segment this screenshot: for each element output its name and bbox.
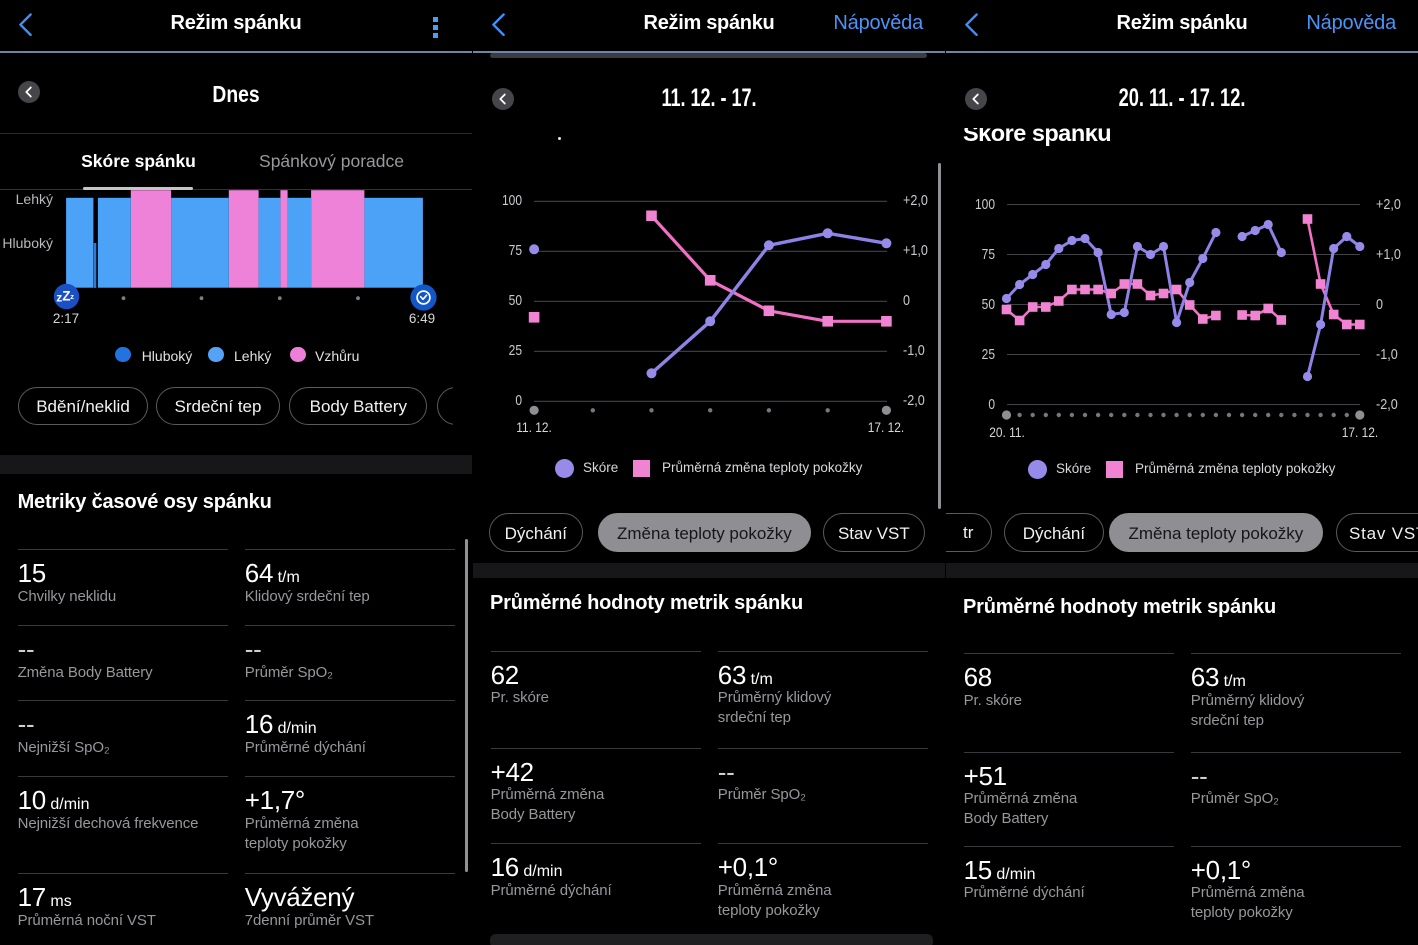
svg-text:z: z [56,291,62,305]
svg-text:Z: Z [62,288,70,303]
svg-text:z: z [70,292,74,301]
